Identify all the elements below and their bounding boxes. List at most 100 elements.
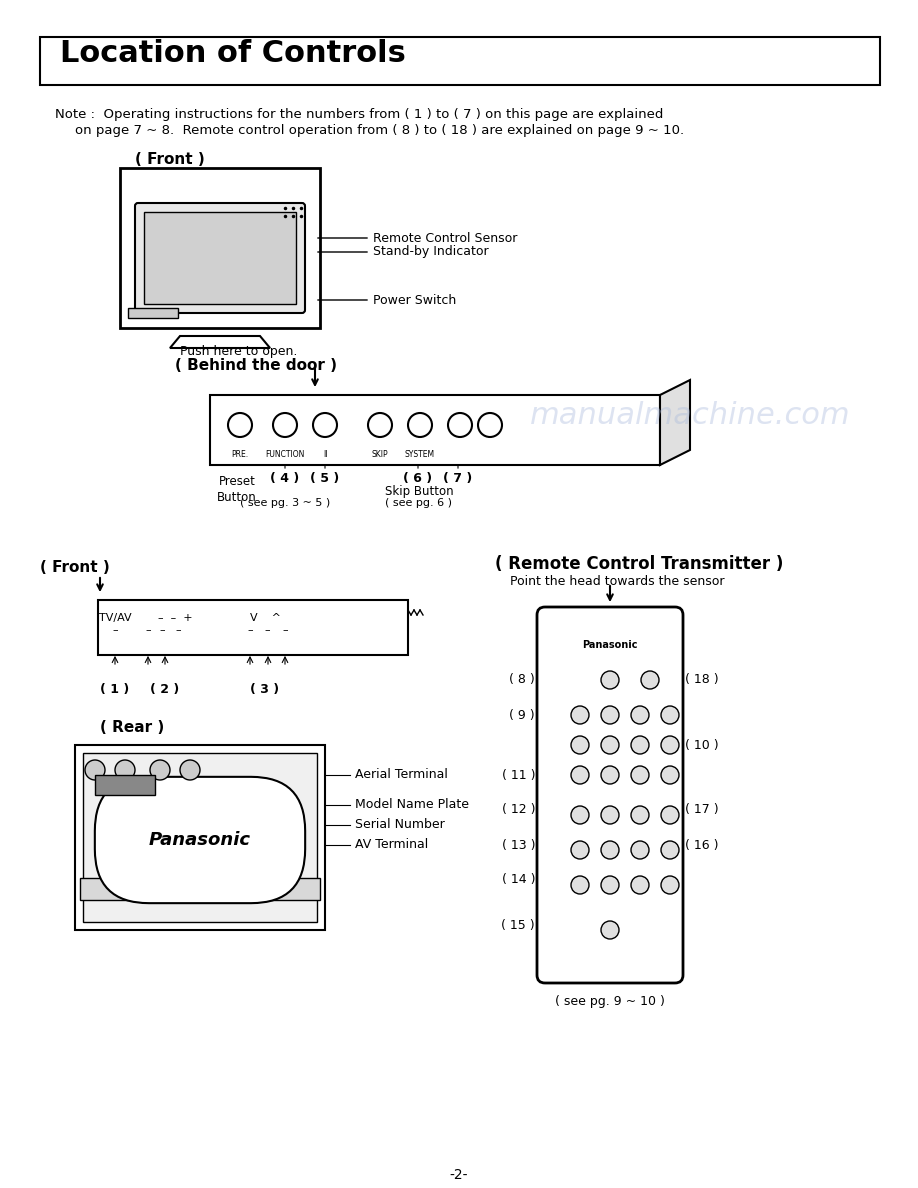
Text: –  –  +: – – + <box>158 613 192 623</box>
Text: ( 11 ): ( 11 ) <box>501 769 535 782</box>
Circle shape <box>631 876 649 895</box>
Text: –: – <box>247 625 252 636</box>
Circle shape <box>661 766 679 784</box>
Text: ( 5 ): ( 5 ) <box>310 472 340 485</box>
FancyBboxPatch shape <box>120 168 320 328</box>
Text: ( Front ): ( Front ) <box>40 560 110 575</box>
Circle shape <box>115 760 135 781</box>
Text: ( 10 ): ( 10 ) <box>685 739 719 752</box>
Text: ( 14 ): ( 14 ) <box>501 873 535 886</box>
Circle shape <box>601 671 619 689</box>
Circle shape <box>571 766 589 784</box>
FancyBboxPatch shape <box>210 394 660 465</box>
Circle shape <box>641 671 659 689</box>
Circle shape <box>601 737 619 754</box>
Circle shape <box>180 760 200 781</box>
Text: ( 1 ): ( 1 ) <box>100 683 129 696</box>
Text: Panasonic: Panasonic <box>582 640 638 650</box>
Text: –: – <box>112 625 118 636</box>
FancyBboxPatch shape <box>40 37 880 86</box>
Circle shape <box>631 766 649 784</box>
Text: SKIP: SKIP <box>372 450 388 459</box>
FancyBboxPatch shape <box>95 775 155 795</box>
Circle shape <box>661 706 679 723</box>
FancyBboxPatch shape <box>537 607 683 982</box>
Text: Push here to open.: Push here to open. <box>180 345 297 358</box>
Text: ( Front ): ( Front ) <box>135 152 205 168</box>
Circle shape <box>631 737 649 754</box>
Text: ( 9 ): ( 9 ) <box>509 708 535 721</box>
Text: manualmachine.com: manualmachine.com <box>530 400 850 430</box>
Text: -2-: -2- <box>450 1168 468 1182</box>
Circle shape <box>571 876 589 895</box>
Circle shape <box>631 805 649 824</box>
Circle shape <box>601 805 619 824</box>
Text: ( 13 ): ( 13 ) <box>501 839 535 852</box>
Text: on page 7 ~ 8.  Remote control operation from ( 8 ) to ( 18 ) are explained on p: on page 7 ~ 8. Remote control operation … <box>75 124 684 137</box>
Text: SYSTEM: SYSTEM <box>405 450 435 459</box>
Circle shape <box>408 413 432 437</box>
Circle shape <box>150 760 170 781</box>
Text: ( 15 ): ( 15 ) <box>501 918 535 931</box>
Circle shape <box>601 921 619 939</box>
Circle shape <box>601 841 619 859</box>
Text: Skip Button: Skip Button <box>385 485 453 498</box>
Text: –: – <box>145 625 151 636</box>
Text: ( 8 ): ( 8 ) <box>509 674 535 687</box>
Circle shape <box>448 413 472 437</box>
Circle shape <box>478 413 502 437</box>
Text: Preset
Button: Preset Button <box>218 475 257 504</box>
Text: Aerial Terminal: Aerial Terminal <box>355 769 448 782</box>
Text: –: – <box>264 625 270 636</box>
Polygon shape <box>660 380 690 465</box>
Circle shape <box>571 805 589 824</box>
Circle shape <box>661 876 679 895</box>
Circle shape <box>571 706 589 723</box>
FancyBboxPatch shape <box>80 878 320 901</box>
Circle shape <box>661 841 679 859</box>
Text: Remote Control Sensor: Remote Control Sensor <box>373 232 518 245</box>
Text: AV Terminal: AV Terminal <box>355 839 429 852</box>
Text: Note :  Operating instructions for the numbers from ( 1 ) to ( 7 ) on this page : Note : Operating instructions for the nu… <box>55 108 664 121</box>
Text: ( 6 ): ( 6 ) <box>403 472 432 485</box>
Text: FUNCTION: FUNCTION <box>265 450 305 459</box>
Text: ( 16 ): ( 16 ) <box>685 839 719 852</box>
Circle shape <box>631 841 649 859</box>
Circle shape <box>228 413 252 437</box>
FancyBboxPatch shape <box>144 211 296 304</box>
Text: II: II <box>323 450 327 459</box>
FancyBboxPatch shape <box>83 753 317 922</box>
Circle shape <box>313 413 337 437</box>
Text: –: – <box>175 625 181 636</box>
Text: –: – <box>159 625 165 636</box>
Circle shape <box>571 841 589 859</box>
Circle shape <box>601 876 619 895</box>
Circle shape <box>631 706 649 723</box>
Text: TV/AV: TV/AV <box>99 613 131 623</box>
Text: ( Behind the door ): ( Behind the door ) <box>175 358 337 373</box>
Circle shape <box>601 766 619 784</box>
Text: ( 2 ): ( 2 ) <box>151 683 180 696</box>
FancyBboxPatch shape <box>75 745 325 930</box>
Text: ( 12 ): ( 12 ) <box>501 803 535 816</box>
Text: ( 17 ): ( 17 ) <box>685 803 719 816</box>
FancyBboxPatch shape <box>98 600 408 655</box>
Text: ( see pg. 6 ): ( see pg. 6 ) <box>385 498 452 508</box>
FancyBboxPatch shape <box>135 203 305 312</box>
Circle shape <box>85 760 105 781</box>
Circle shape <box>661 805 679 824</box>
Circle shape <box>601 706 619 723</box>
Text: Stand-by Indicator: Stand-by Indicator <box>373 246 488 259</box>
Text: Power Switch: Power Switch <box>373 293 456 307</box>
Text: Point the head towards the sensor: Point the head towards the sensor <box>510 575 724 588</box>
Text: Panasonic: Panasonic <box>149 830 251 849</box>
Polygon shape <box>170 336 270 348</box>
Text: Serial Number: Serial Number <box>355 819 444 832</box>
Circle shape <box>571 737 589 754</box>
Text: ( see pg. 3 ~ 5 ): ( see pg. 3 ~ 5 ) <box>240 498 330 508</box>
Text: ( Rear ): ( Rear ) <box>100 720 164 735</box>
FancyBboxPatch shape <box>128 308 178 318</box>
Text: ( 4 ): ( 4 ) <box>271 472 299 485</box>
Text: ( 7 ): ( 7 ) <box>443 472 473 485</box>
Text: –: – <box>282 625 288 636</box>
